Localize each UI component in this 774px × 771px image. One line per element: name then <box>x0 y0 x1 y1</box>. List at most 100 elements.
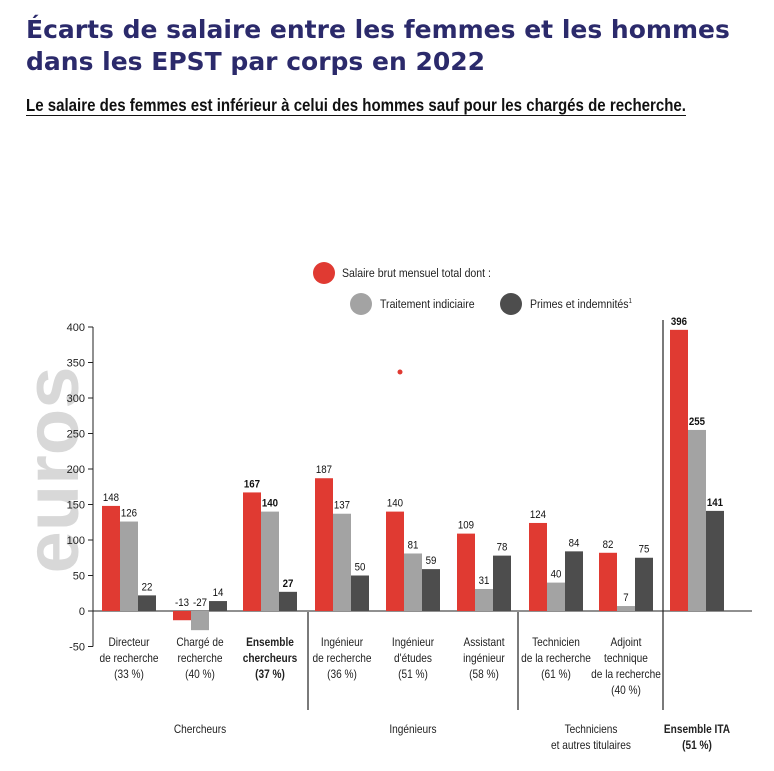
data-label: 124 <box>530 509 546 521</box>
category-label: de recherche <box>99 652 158 665</box>
category-label: (37 %) <box>255 668 285 681</box>
data-label: 255 <box>689 416 705 428</box>
data-label: 75 <box>639 544 650 556</box>
salaire-bar <box>315 478 333 611</box>
category-label: (40 %) <box>611 684 641 697</box>
data-label: 84 <box>569 538 580 550</box>
primes-bar <box>635 557 653 611</box>
salaire-bar <box>102 505 120 611</box>
data-label: 167 <box>244 479 260 491</box>
y-tick-label: 400 <box>67 322 85 334</box>
data-label: 141 <box>707 497 723 509</box>
group-label: Ensemble ITA <box>664 723 730 736</box>
data-label: 27 <box>283 578 294 590</box>
category-label: recherche <box>178 652 223 665</box>
category-label: (58 %) <box>469 668 499 681</box>
category-label: Ingénieur <box>392 636 435 649</box>
data-label: 14 <box>213 588 224 600</box>
category-label: Ensemble <box>246 636 294 649</box>
traitement-bar <box>688 429 706 611</box>
primes-bar <box>138 595 156 611</box>
category-label: (33 %) <box>114 668 144 681</box>
data-label: 126 <box>121 508 137 520</box>
data-label: 396 <box>671 316 687 328</box>
category-label: (36 %) <box>327 668 357 681</box>
traitement-bar <box>333 513 351 611</box>
y-tick-label: 250 <box>67 429 85 441</box>
category-label: ingénieur <box>463 652 505 665</box>
data-label: 140 <box>262 498 278 510</box>
data-label: -13 <box>175 598 189 610</box>
category-label: Adjoint <box>611 636 642 649</box>
primes-bar <box>279 591 297 611</box>
category-label: Technicien <box>532 636 580 649</box>
y-tick-label: 300 <box>67 393 85 405</box>
legend-item-primes: Primes et indemnités1 <box>530 298 632 311</box>
traitement-bar <box>261 511 279 611</box>
category-label: Chargé de <box>176 636 223 649</box>
legend-title: Salaire brut mensuel total dont : <box>342 267 491 280</box>
traitement-bar <box>617 606 635 611</box>
category-label: de la recherche <box>521 652 591 665</box>
data-label: 22 <box>142 582 153 594</box>
y-tick-label: 150 <box>67 500 85 512</box>
y-tick-label: 100 <box>67 535 85 547</box>
data-label: 140 <box>387 498 403 510</box>
category-label: d'études <box>394 652 432 665</box>
y-tick-label: 0 <box>79 606 85 618</box>
data-label: 81 <box>408 540 419 552</box>
salaire-bar <box>670 329 688 611</box>
salaire-bar <box>386 511 404 611</box>
data-label: 187 <box>316 465 332 477</box>
data-label: 109 <box>458 520 474 532</box>
y-tick-label: -50 <box>69 642 85 654</box>
group-label: et autres titulaires <box>551 739 631 752</box>
primes-bar <box>351 575 369 611</box>
category-label: technique <box>604 652 648 665</box>
data-label: 148 <box>103 492 119 504</box>
y-tick-label: 200 <box>67 464 85 476</box>
salaire-bar <box>243 492 261 611</box>
data-label: 50 <box>355 562 366 574</box>
salaire-bar <box>599 552 617 611</box>
traitement-bar <box>475 588 493 611</box>
category-label: (40 %) <box>185 668 215 681</box>
page-subtitle: Le salaire des femmes est inférieur à ce… <box>26 95 686 115</box>
data-label: -27 <box>193 598 207 610</box>
group-label: (51 %) <box>682 739 712 752</box>
legend-item-traitement: Traitement indiciaire <box>380 298 475 311</box>
legend-footnote: 1 <box>629 298 633 305</box>
data-label: 137 <box>334 500 350 512</box>
y-tick-label: 350 <box>67 358 85 370</box>
page-title: Écarts de salaire entre les femmes et le… <box>26 15 730 76</box>
data-label: 7 <box>623 593 629 605</box>
primes-bar <box>422 569 440 611</box>
data-label: 40 <box>551 569 562 581</box>
salaire-bar <box>457 533 475 611</box>
traitement-bar <box>547 582 565 611</box>
group-label: Chercheurs <box>174 723 227 736</box>
category-label: de recherche <box>312 652 371 665</box>
category-label: (61 %) <box>541 668 571 681</box>
salaire-bar <box>173 611 191 621</box>
category-label: Assistant <box>463 636 504 649</box>
category-label: Directeur <box>108 636 149 649</box>
category-label: Ingénieur <box>321 636 364 649</box>
group-label: Ingénieurs <box>389 723 437 736</box>
y-axis-label: euros <box>10 367 95 574</box>
primes-bar <box>565 551 583 611</box>
primes-bar <box>209 601 227 611</box>
category-label: de la recherche <box>591 668 661 681</box>
legend-swatch-salaire <box>313 262 335 284</box>
y-tick-label: 50 <box>73 571 85 583</box>
primes-bar <box>706 510 724 611</box>
legend-swatch-traitement <box>350 293 372 315</box>
primes-bar <box>493 555 511 611</box>
category-label: chercheurs <box>243 652 298 665</box>
data-label: 78 <box>497 542 508 554</box>
category-label: (51 %) <box>398 668 428 681</box>
salaire-bar <box>529 522 547 611</box>
traitement-bar <box>404 553 422 611</box>
data-label: 59 <box>426 556 437 568</box>
